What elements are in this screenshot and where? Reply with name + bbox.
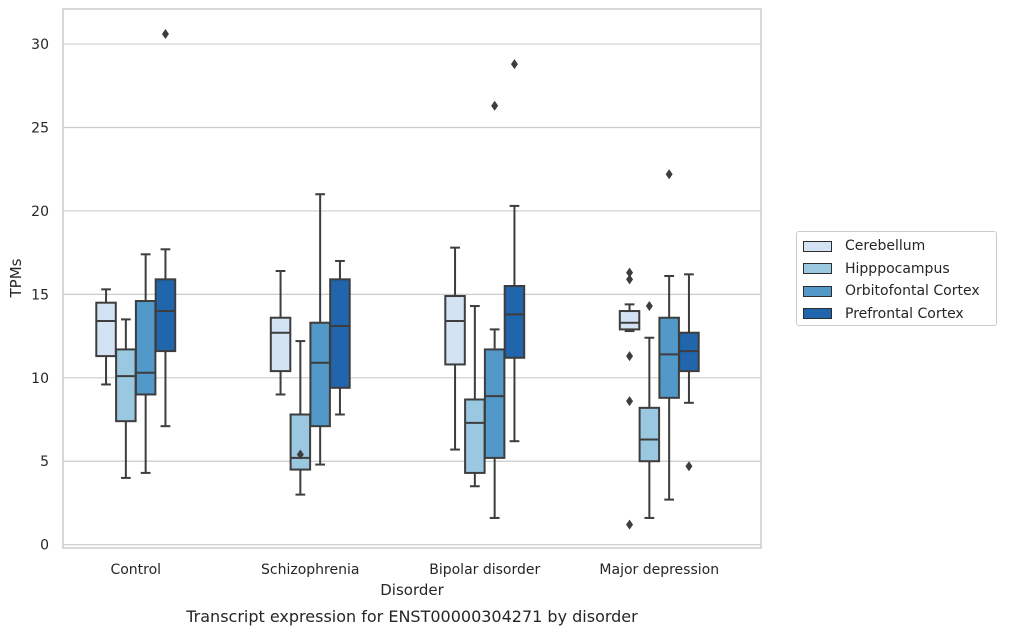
y-tick-label: 5 — [40, 454, 49, 470]
legend-swatch — [803, 308, 832, 320]
legend-item-cerebellum: Cerebellum — [797, 235, 996, 258]
legend-item-prefrontal-cortex: Prefrontal Cortex — [797, 303, 996, 326]
box-0-0 — [95, 288, 117, 386]
outlier-point — [626, 351, 634, 362]
outlier-point — [510, 59, 518, 70]
box-1-3 — [638, 301, 661, 519]
legend-label: Cerebellum — [845, 238, 926, 255]
y-tick-labels: 0 5 10 15 20 25 30 — [31, 37, 49, 554]
grid-lines — [63, 43, 761, 546]
plot-frame — [62, 8, 762, 549]
legend-label: Orbitofontal Cortex — [845, 283, 980, 300]
iqr-box — [618, 310, 641, 331]
iqr-box — [483, 348, 506, 459]
outlier-point — [491, 100, 499, 111]
box-0-2 — [444, 246, 466, 451]
box-2-3 — [658, 169, 680, 501]
legend-label: Prefrontal Cortex — [845, 305, 964, 322]
box-0-1 — [269, 269, 292, 396]
y-tick-label: 0 — [40, 538, 49, 554]
box-2-2 — [483, 100, 506, 519]
box-2-0 — [134, 253, 157, 474]
iqr-box — [638, 406, 661, 463]
y-tick-label: 10 — [31, 371, 49, 387]
outlier-point — [626, 519, 634, 530]
x-tick-label: Major depression — [599, 562, 719, 578]
box-1-0 — [115, 318, 137, 479]
legend-label: Hipppocampus — [845, 260, 950, 277]
outlier-point — [665, 169, 673, 180]
x-axis-label: Disorder — [380, 581, 444, 599]
legend-item-orbitofrontal-cortex: Orbitofontal Cortex — [797, 280, 996, 303]
y-axis-label: TPMs — [7, 258, 25, 298]
iqr-box — [154, 278, 177, 353]
iqr-box — [269, 316, 292, 373]
iqr-box — [289, 413, 312, 471]
legend-swatch — [803, 263, 832, 275]
box-1-1 — [289, 340, 312, 496]
box-2-1 — [309, 193, 331, 466]
iqr-box — [503, 285, 526, 359]
box-1-2 — [464, 305, 486, 488]
legend-item-hippocampus: Hipppocampus — [797, 258, 996, 281]
y-tick-label: 15 — [31, 287, 49, 303]
iqr-box — [134, 300, 157, 396]
x-tick-label: Bipolar disorder — [429, 562, 540, 578]
boxes — [95, 29, 700, 530]
outlier-point — [645, 301, 653, 312]
legend-swatch — [803, 240, 832, 252]
chart-caption: Transcript expression for ENST0000030427… — [185, 607, 638, 626]
y-tick-label: 30 — [31, 37, 49, 53]
outlier-point — [296, 449, 304, 460]
box-3-2 — [503, 59, 526, 443]
iqr-box — [115, 348, 137, 423]
box-3-3 — [678, 273, 700, 472]
y-tick-label: 25 — [31, 120, 49, 136]
x-tick-label: Schizophrenia — [261, 562, 359, 578]
box-3-0 — [154, 29, 177, 428]
box-0-3 — [618, 267, 641, 530]
iqr-box — [464, 398, 486, 474]
y-tick-label: 20 — [31, 204, 49, 220]
iqr-box — [329, 278, 351, 389]
x-tick-labels: Control Schizophrenia Bipolar disorder Majo… — [110, 562, 719, 578]
iqr-box — [444, 295, 466, 366]
outlier-point — [685, 461, 693, 472]
outlier-point — [161, 29, 169, 40]
box-3-1 — [329, 259, 351, 416]
outlier-point — [626, 267, 634, 278]
iqr-box — [95, 301, 117, 358]
outlier-point — [626, 396, 634, 407]
legend: Cerebellum Hipppocampus Orbitofontal Cor… — [796, 231, 997, 326]
iqr-box — [658, 316, 680, 399]
x-tick-label: Control — [110, 562, 161, 578]
legend-swatch — [803, 285, 832, 297]
outlier-point — [626, 274, 634, 285]
iqr-box — [309, 321, 331, 428]
